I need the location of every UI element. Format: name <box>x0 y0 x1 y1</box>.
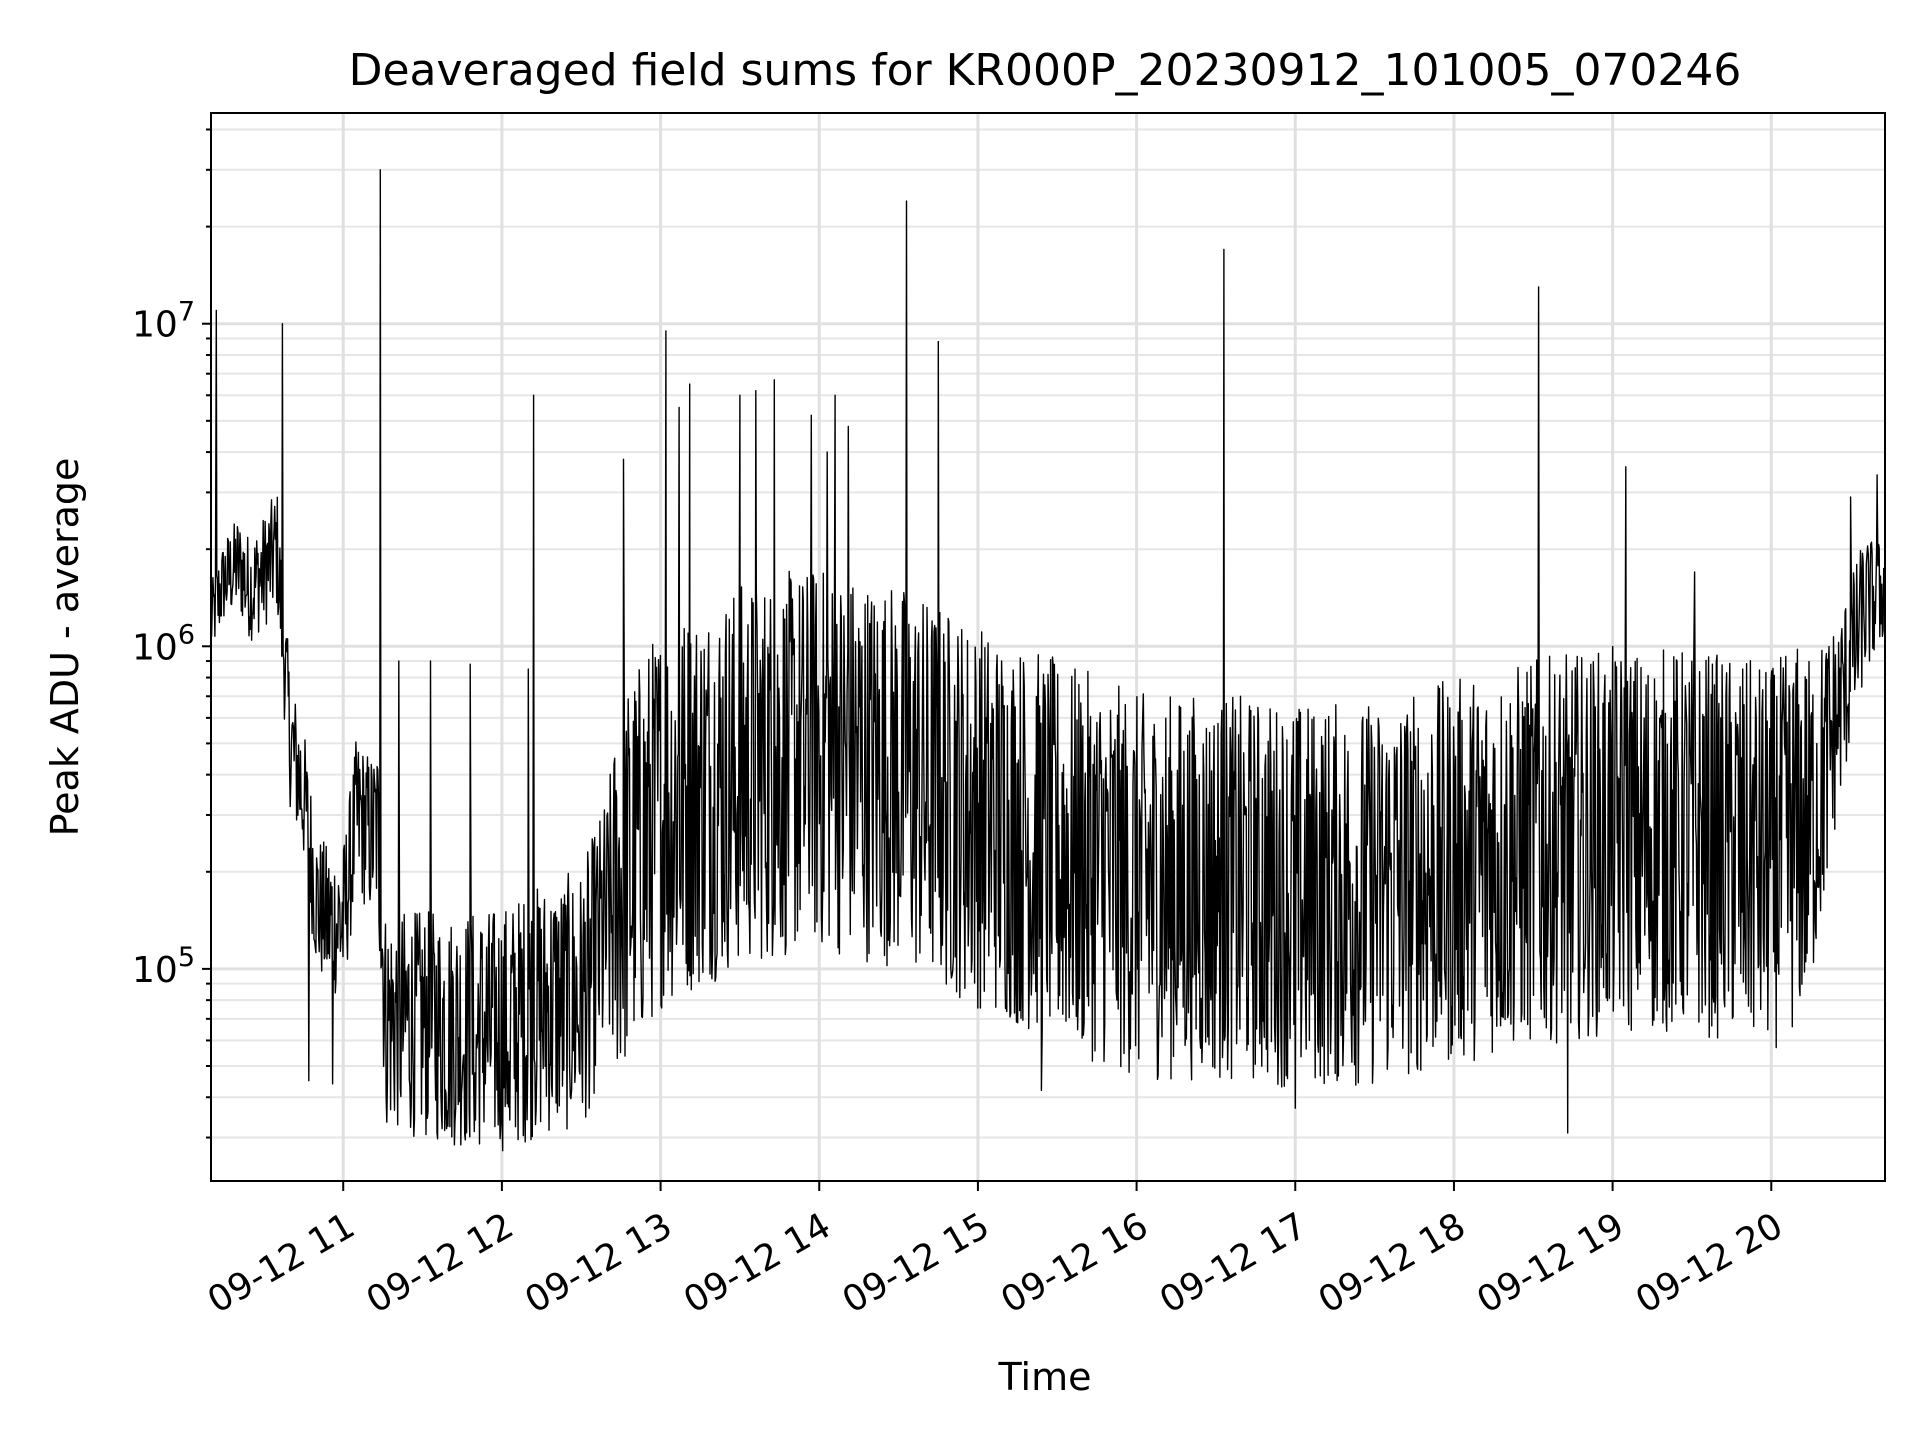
y-tick-label: 107 <box>132 297 195 346</box>
y-axis: 105 106 107 <box>132 128 211 1139</box>
chart-title: Deaveraged field sums for KR000P_2023091… <box>349 45 1742 96</box>
y-axis-label: Peak ADU - average <box>43 458 87 837</box>
y-tick-label: 105 <box>132 942 195 991</box>
series-group <box>210 169 1886 1152</box>
series-line <box>210 169 1886 1152</box>
x-axis-label: Time <box>998 1355 1092 1399</box>
y-tick-label: 106 <box>132 619 195 668</box>
